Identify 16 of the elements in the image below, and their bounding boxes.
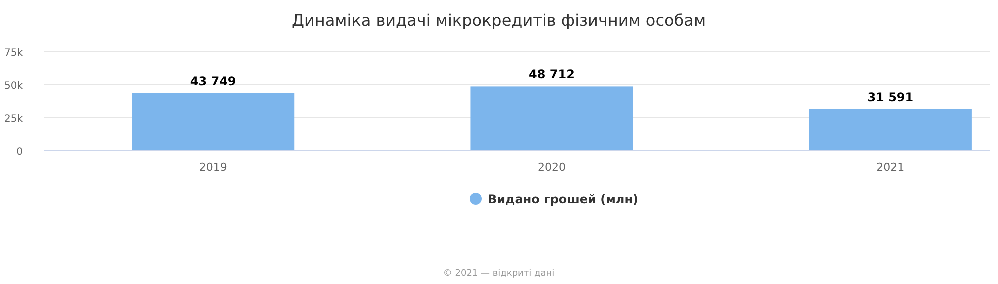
chart-title: Динаміка видачі мікрокредитів фізичним особам <box>292 11 706 30</box>
y-tick-label: 25k <box>4 114 24 125</box>
data-label: 43 749 <box>190 74 236 88</box>
data-label: 48 712 <box>529 68 575 82</box>
bar <box>809 109 972 151</box>
x-tick-label: 2020 <box>538 161 566 174</box>
y-tick-label: 75k <box>4 48 24 59</box>
x-tick-label: 2021 <box>876 161 905 174</box>
x-tick-label: 2019 <box>199 161 228 174</box>
y-tick-label: 0 <box>16 147 23 158</box>
bar <box>470 86 634 151</box>
bar <box>132 93 295 151</box>
y-tick-label: 50k <box>4 81 24 92</box>
legend-label: Видано грошей (млн) <box>488 192 638 206</box>
data-label: 31 591 <box>868 90 914 104</box>
text: © 2021 — відкриті дані <box>443 269 555 279</box>
